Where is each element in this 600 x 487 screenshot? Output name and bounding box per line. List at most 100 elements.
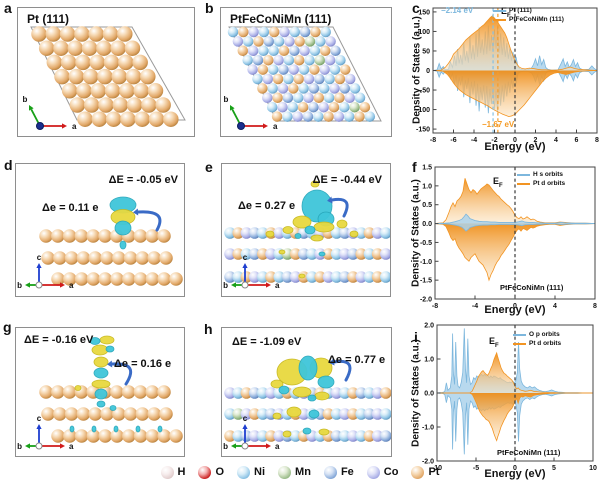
fermi-level-label: EF: [489, 336, 499, 349]
panel-c-dos-chart: -8 -6 -4 -2 0 2 4 6 8 -150 -100 -50 0 50 100 150 Densit…: [405, 0, 600, 158]
svg-text:0: 0: [513, 303, 517, 310]
adsorption-energy-label: ΔE = -1.09 eV: [232, 336, 302, 348]
fermi-level-label: EF: [493, 176, 503, 189]
dos-plot-pt-vs-hea: -8 -6 -4 -2 0 2 4 6 8 -150 -100 -50 0 50 100 150: [416, 7, 599, 144]
element-sphere-icon: [323, 465, 337, 479]
panel-f-dos-chart: -8 -4 0 4 8 -2.0 -1.5 -1.0 -0.5 0.0 0.5 1.0 1.5 Dens…: [405, 158, 600, 320]
element-label: Pt: [428, 466, 440, 478]
svg-text:1.0: 1.0: [424, 357, 434, 364]
x-axis-title: Energy (eV): [484, 141, 546, 153]
svg-text:-4: -4: [472, 303, 478, 310]
charge-transfer-label: Δe = 0.77 e: [328, 354, 386, 366]
svg-text:-100: -100: [416, 107, 430, 114]
svg-text:b: b: [17, 281, 22, 290]
adsorption-energy-label: ΔE = -0.16 eV: [24, 334, 94, 346]
element-sphere-icon: [366, 465, 380, 479]
panel-b-title: PtFeCoNiMn (111): [230, 12, 332, 26]
svg-text:b: b: [23, 95, 28, 104]
svg-text:b: b: [17, 442, 22, 451]
svg-text:-6: -6: [450, 137, 456, 144]
chart-legend-item: H s orbits: [517, 171, 565, 178]
panel-a-title: Pt (111): [27, 12, 70, 26]
element-label: Fe: [340, 466, 354, 478]
svg-text:-2.0: -2.0: [420, 297, 432, 304]
svg-text:-0.5: -0.5: [420, 240, 432, 247]
h-on-pt-structure-graphic: c a b: [17, 196, 183, 290]
legend-label: Pt d orbits: [529, 340, 562, 347]
chart-i-legend: O p orbits Pt d orbits: [513, 331, 561, 347]
legend-line-swatch: [513, 342, 526, 345]
svg-text:50: 50: [422, 48, 430, 55]
adsorption-energy-label: ΔE = -0.05 eV: [108, 174, 178, 186]
element-legend-item: O: [198, 465, 225, 479]
svg-text:2.0: 2.0: [424, 323, 434, 330]
dband-center-orange-label: −1.67 eV: [482, 120, 515, 129]
legend-label: Pt (111): [509, 7, 532, 14]
svg-text:-10: -10: [432, 465, 442, 472]
chart-legend-item: PtFeCoNiMn (111): [493, 16, 564, 23]
panel-letter-d: d: [4, 157, 13, 173]
svg-text:0: 0: [426, 68, 430, 75]
surface-name-label: PtFeCoNiMn (111): [497, 448, 561, 457]
panel-letter-h: h: [204, 321, 213, 337]
svg-text:c: c: [243, 253, 248, 262]
svg-text:0.0: 0.0: [424, 391, 434, 398]
element-sphere-icon: [237, 465, 251, 479]
y-axis-title: Density of States (a.u.): [410, 179, 422, 287]
svg-text:a: a: [69, 442, 74, 451]
element-sphere-icon: [278, 465, 292, 479]
element-label: Co: [383, 466, 399, 478]
svg-text:2: 2: [534, 137, 538, 144]
svg-text:5: 5: [552, 465, 556, 472]
o-on-pt-structure-graphic: c a b: [17, 335, 183, 451]
svg-text:10: 10: [589, 465, 597, 472]
svg-text:-1.5: -1.5: [420, 278, 432, 285]
svg-text:c: c: [243, 414, 248, 423]
adsorption-energy-label: ΔE = -0.44 eV: [312, 174, 382, 186]
svg-text:100: 100: [418, 29, 430, 36]
svg-text:a: a: [69, 281, 74, 290]
legend-label: Pt d orbits: [533, 180, 566, 187]
svg-text:0.0: 0.0: [422, 221, 432, 228]
chart-f-legend: H s orbits Pt d orbits: [517, 171, 565, 187]
y-axis-title: Density of States (a.u.): [411, 16, 423, 124]
element-legend-item: Fe: [323, 465, 354, 479]
element-legend-item: Ni: [237, 465, 266, 479]
panel-h-structure: c a b ΔE = -1.09 eV Δe = 0.77 e: [221, 327, 392, 457]
legend-line-swatch: [493, 9, 506, 12]
y-axis-title: Density of States (a.u.): [410, 339, 422, 447]
svg-text:0: 0: [513, 137, 517, 144]
element-sphere-icon: [411, 465, 425, 479]
svg-text:-5: -5: [473, 465, 479, 472]
panel-letter-f: f: [412, 159, 417, 175]
dband-center-blue-label: −2.14 eV: [441, 6, 474, 15]
element-legend-item: Co: [366, 465, 399, 479]
surface-name-label: PtFeCoNiMn (111): [500, 283, 564, 292]
svg-text:4: 4: [554, 137, 558, 144]
svg-text:-1.0: -1.0: [422, 425, 434, 432]
panel-g-structure: c a b ΔE = -0.16 eV Δe = 0.16 e: [15, 327, 185, 457]
svg-text:-8: -8: [430, 137, 436, 144]
panel-letter-g: g: [3, 319, 12, 335]
dos-plot-h-pt-orbits: -8 -4 0 4 8 -2.0 -1.5 -1.0 -0.5 0.0 0.5 1.0 1.5: [420, 165, 597, 311]
h-on-hea-structure-graphic: c a b: [223, 180, 390, 290]
chart-legend-item: Pt d orbits: [513, 340, 561, 347]
panel-letter-b: b: [205, 0, 214, 16]
x-axis-title: Energy (eV): [484, 304, 546, 316]
svg-text:-1.0: -1.0: [420, 259, 432, 266]
o-on-hea-structure-graphic: c a b: [223, 355, 391, 451]
legend-label: O p orbits: [529, 331, 560, 338]
element-label: O: [215, 466, 225, 478]
panel-letter-c: c: [412, 0, 420, 16]
panel-d-structure: c a b ΔE = -0.05 eV Δe = 0.11 e: [15, 163, 185, 297]
element-label: Ni: [254, 466, 266, 478]
svg-text:-150: -150: [416, 127, 430, 134]
legend-label: PtFeCoNiMn (111): [509, 16, 564, 23]
element-legend-item: H: [160, 465, 185, 479]
svg-text:6: 6: [575, 137, 579, 144]
svg-text:a: a: [275, 281, 280, 290]
svg-text:-2: -2: [491, 137, 497, 144]
